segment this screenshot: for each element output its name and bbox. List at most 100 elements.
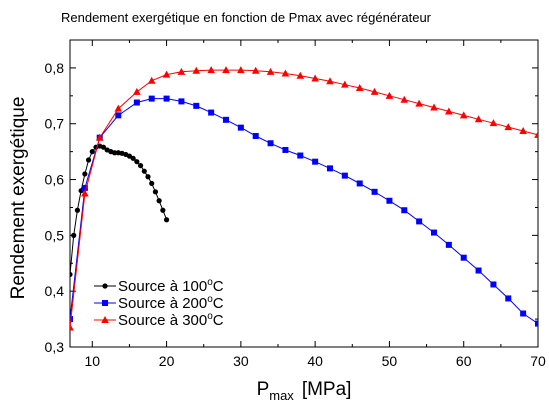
data-point (100, 144, 107, 150)
data-point (445, 107, 453, 115)
data-point (431, 229, 437, 236)
data-point (416, 218, 423, 225)
legend-label-degree: o (207, 277, 213, 288)
data-point (207, 66, 215, 74)
x-axis-label-subscript: max (269, 388, 294, 403)
data-point (326, 77, 334, 85)
y-axis-label: Rendement exergétique (8, 97, 29, 300)
x-axis: 10 20 30 40 50 60 70 (84, 40, 546, 369)
data-point (460, 254, 467, 261)
data-point (520, 310, 527, 317)
data-point (445, 241, 452, 248)
data-point (137, 162, 144, 169)
data-point (223, 116, 229, 123)
data-point (401, 207, 408, 214)
legend-marker (102, 283, 108, 289)
series-2 (70, 95, 538, 327)
data-point (504, 123, 513, 131)
data-point (430, 103, 438, 111)
legend-label: Source à 300oC (118, 311, 224, 329)
data-point (133, 87, 141, 95)
data-point (356, 180, 363, 187)
data-point (400, 95, 409, 103)
legend-label-text: Source à 300 (118, 312, 207, 329)
data-point (95, 133, 104, 141)
y-tick-label: 0,8 (45, 60, 65, 76)
data-point (490, 281, 497, 288)
legend-label-unit: C (213, 312, 224, 329)
data-point (252, 133, 259, 140)
data-point (355, 84, 364, 92)
legend-label-text: Source à 200 (118, 295, 207, 312)
legend-label-unit: C (213, 278, 224, 295)
data-point (385, 91, 394, 99)
legend-label-degree: o (207, 311, 213, 322)
data-point (371, 188, 378, 195)
legend-label: Source à 200oC (118, 294, 224, 312)
x-tick-label: 40 (307, 353, 323, 369)
data-point (148, 95, 155, 102)
data-point (193, 102, 200, 109)
data-point (162, 70, 171, 78)
data-point (147, 76, 156, 84)
data-point (282, 146, 289, 153)
plot-area-frame (69, 39, 539, 348)
data-point (267, 140, 274, 147)
data-point (111, 150, 118, 156)
legend-entry-3: Source à 300oC (94, 311, 224, 329)
data-point (115, 112, 122, 119)
data-point (70, 323, 74, 331)
legend-label-degree: o (207, 294, 213, 305)
series-layer (70, 66, 538, 331)
x-axis-label-main: P (257, 379, 270, 400)
data-point (534, 130, 538, 138)
data-point (327, 165, 333, 172)
data-point (266, 67, 275, 75)
chart-title: Rendement exergétique en fonction de Pma… (61, 10, 432, 25)
data-point (178, 98, 185, 105)
data-point (82, 171, 88, 177)
x-tick-label: 60 (456, 353, 472, 369)
data-point (370, 87, 379, 95)
series-3 (70, 66, 538, 331)
data-point (312, 158, 319, 165)
data-point (160, 207, 166, 213)
data-point (133, 99, 140, 106)
x-tick-label: 50 (382, 353, 398, 369)
data-point (163, 95, 170, 102)
data-point (341, 172, 348, 179)
x-tick-label: 70 (530, 353, 546, 369)
data-point (85, 157, 92, 163)
x-tick-label: 30 (233, 353, 249, 369)
data-point (311, 74, 319, 82)
data-point (70, 271, 73, 278)
x-axis-label: Pmax [MPa] (257, 379, 352, 403)
data-point (134, 159, 140, 165)
data-point (474, 115, 483, 123)
data-point (71, 232, 77, 238)
data-point (341, 80, 349, 88)
series-line (70, 145, 168, 275)
data-point (237, 66, 245, 74)
y-tick-label: 0,5 (45, 227, 65, 243)
data-point (475, 267, 482, 274)
data-point (222, 66, 230, 74)
data-point (141, 168, 147, 174)
data-point (89, 149, 95, 155)
data-point (152, 189, 159, 195)
data-point (535, 320, 538, 327)
x-axis-label-unit: [MPa] (302, 379, 352, 400)
series-line (70, 69, 538, 328)
data-point (386, 197, 393, 204)
data-point (415, 99, 423, 107)
y-tick-label: 0,6 (45, 172, 65, 188)
data-point (70, 316, 73, 323)
data-point (149, 180, 155, 187)
data-point (114, 104, 123, 112)
legend-entry-2: Source à 200oC (94, 294, 224, 312)
data-point (156, 198, 162, 204)
data-point (192, 66, 201, 74)
legend-label-text: Source à 100 (118, 278, 207, 295)
